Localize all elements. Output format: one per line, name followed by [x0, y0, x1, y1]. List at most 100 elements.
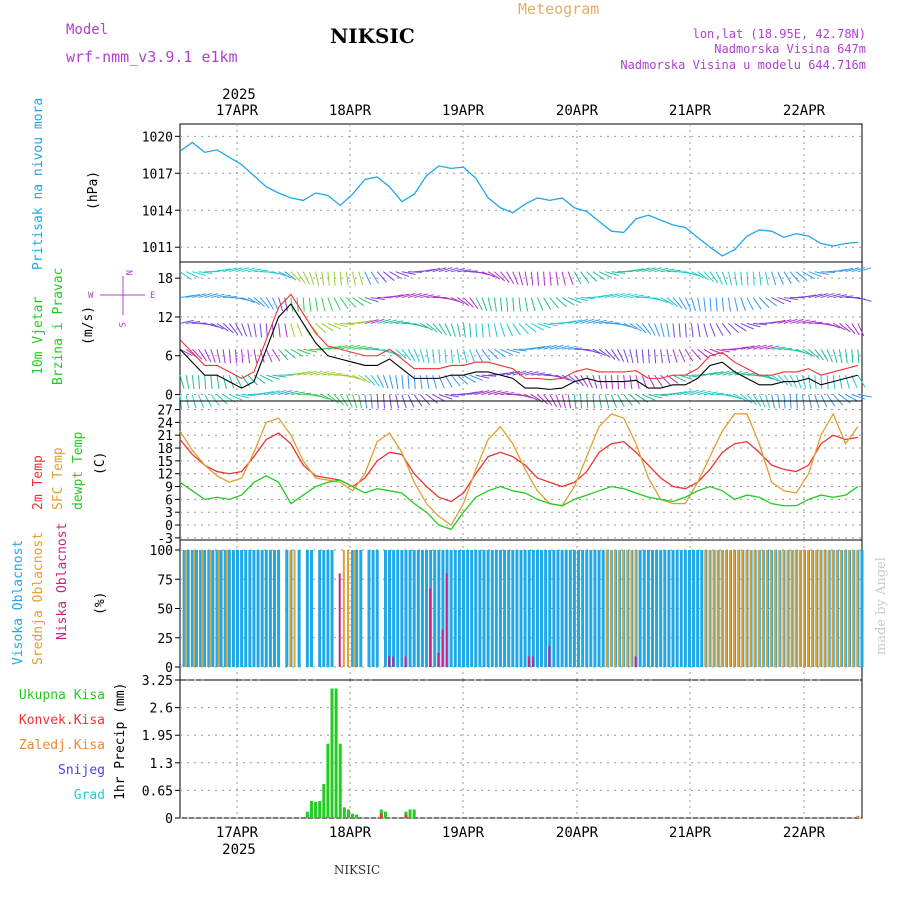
wind-barb — [185, 375, 190, 389]
high-cloud-bar — [223, 550, 227, 667]
wind-barb — [808, 348, 820, 359]
wind-barb — [795, 374, 802, 389]
wind-barb — [641, 323, 652, 335]
wind-barb — [290, 271, 301, 283]
mid-cloud-bar — [342, 550, 345, 667]
high-cloud-bar — [523, 550, 527, 667]
wind-barb — [438, 267, 453, 273]
mid-cloud-bar — [794, 550, 797, 667]
mid-cloud-bar — [778, 550, 781, 667]
wind-barb — [432, 323, 443, 335]
high-cloud-bar — [186, 550, 190, 667]
high-cloud-bar — [277, 550, 281, 667]
wind-barb — [500, 392, 515, 396]
wind-barb — [419, 394, 431, 406]
wind-barb — [555, 345, 570, 350]
station-title: NIKSIC — [330, 24, 415, 48]
wind-barb — [740, 271, 743, 286]
wind-barb — [678, 349, 686, 363]
high-cloud-bar — [433, 550, 437, 667]
wind-barb — [438, 394, 453, 400]
pressure-label: Pritisak na nivou mora — [31, 98, 46, 270]
mid-cloud-bar — [201, 550, 204, 667]
wind-barb — [259, 297, 270, 309]
low-cloud-bar — [437, 652, 440, 667]
cloud-label-2: Srednja Oblacnost — [31, 532, 46, 665]
low-cloud-bar — [392, 656, 395, 667]
wind-barb — [197, 375, 201, 390]
high-cloud-bar — [696, 550, 700, 667]
wind-barb — [339, 271, 342, 286]
wind-gust-line — [179, 293, 859, 381]
high-cloud-bar — [581, 550, 585, 667]
wind-barb — [753, 322, 768, 326]
wind-barb — [666, 297, 678, 307]
panel-frame — [179, 123, 863, 263]
wind-barb — [783, 271, 792, 284]
high-cloud-bar — [638, 550, 642, 667]
high-cloud-bar — [577, 550, 581, 667]
wind-barb — [241, 349, 244, 364]
wind-barb — [802, 348, 815, 358]
wind-barb — [512, 370, 527, 376]
high-cloud-bar — [236, 550, 240, 667]
wind-barb — [204, 375, 207, 390]
low-cloud-bar — [429, 588, 432, 667]
high-cloud-bar — [207, 550, 211, 667]
wind-barb — [740, 297, 746, 311]
mid-cloud-bar — [831, 550, 834, 667]
wind-barb — [481, 271, 496, 278]
wind-barb — [450, 374, 461, 387]
high-cloud-bar — [359, 550, 363, 667]
wind-barb — [857, 297, 872, 302]
wind-barb — [740, 394, 753, 404]
wind-barb — [352, 345, 367, 350]
wind-barb — [290, 371, 305, 376]
wind-barb — [832, 375, 836, 390]
top-day-label: 17APR — [216, 103, 259, 119]
panel-frame — [179, 400, 863, 541]
y-tick-label: 0 — [165, 389, 173, 404]
wind-barb — [260, 390, 274, 396]
wind-barb — [611, 271, 626, 274]
wind-barb — [623, 375, 626, 390]
wind-barb — [426, 295, 441, 299]
wind-barb — [247, 268, 262, 273]
high-cloud-bar — [860, 550, 864, 667]
wind-barb — [716, 370, 730, 376]
y-tick-label: 18 — [157, 272, 173, 287]
wind-barb — [845, 267, 860, 273]
wind-barb — [555, 271, 559, 286]
wind-barb — [666, 323, 670, 338]
high-cloud-bar — [556, 550, 560, 667]
wind-barb — [395, 271, 410, 277]
wind-barb — [777, 319, 792, 324]
mid-cloud-bar — [835, 550, 838, 667]
wind-barb — [432, 394, 446, 402]
high-cloud-bar — [515, 550, 519, 667]
wind-barb — [752, 344, 767, 350]
bottom-day-label: 18APR — [329, 825, 372, 841]
wind-barb — [444, 267, 459, 273]
high-cloud-bar — [272, 550, 276, 667]
wind-barb — [777, 297, 792, 303]
mid-cloud-bar — [289, 550, 292, 667]
high-cloud-bar — [548, 550, 552, 667]
high-cloud-bar — [449, 550, 453, 667]
wind-barb — [340, 322, 355, 326]
high-cloud-bar — [375, 550, 379, 667]
wind-barb — [234, 349, 237, 364]
wind-barb — [457, 297, 470, 307]
mid-cloud-bar — [225, 550, 228, 667]
wind-barb — [691, 297, 697, 312]
wind-barb — [352, 374, 366, 382]
mid-cloud-bar — [815, 550, 818, 667]
wind-barb — [198, 348, 207, 362]
wind-barb — [259, 349, 265, 363]
compass-west: W — [88, 291, 94, 301]
wind-barb — [432, 375, 437, 389]
wind-barb — [228, 349, 232, 364]
wind-barb — [758, 297, 770, 308]
wind-barb — [438, 349, 441, 364]
y-tick-label: 21 — [157, 429, 173, 444]
